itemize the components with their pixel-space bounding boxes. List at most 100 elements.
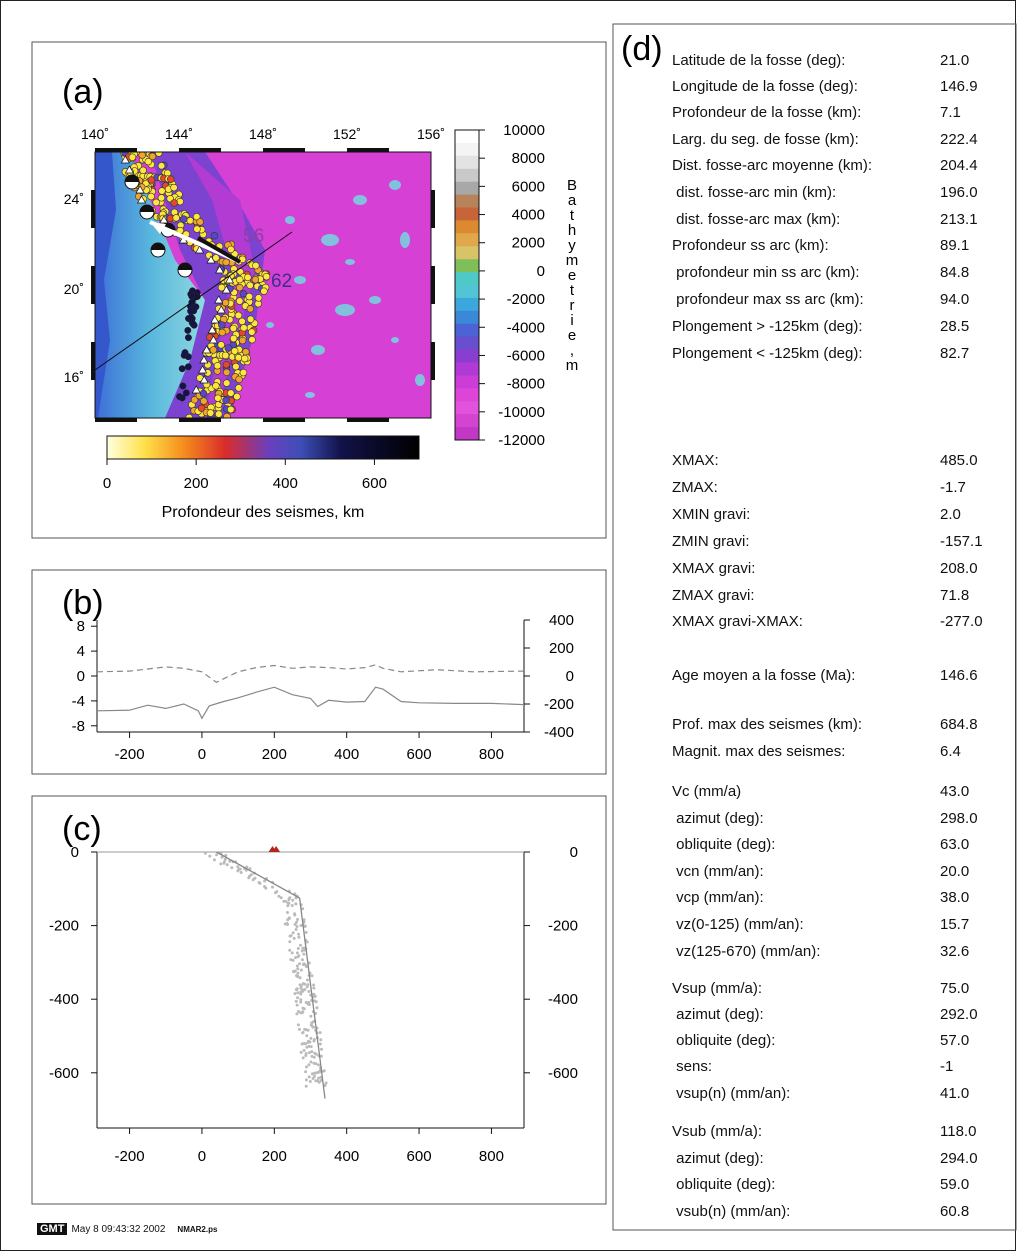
chart-c-seismic-point: [312, 986, 316, 990]
earthquake-marker: [234, 354, 243, 362]
chart-c-seismic-point: [296, 974, 300, 978]
earthquake-marker: [222, 361, 231, 369]
depth-colorbar-label: Profondeur des seismes, km: [162, 504, 365, 521]
chart-c-seismic-point: [295, 964, 299, 968]
chart-b-y-right-tick-label: -400: [544, 724, 574, 741]
earthquake-marker: [213, 362, 222, 370]
earthquake-marker: [157, 162, 166, 170]
bathy-color-step: [455, 142, 479, 157]
chart-b-y-left-tick-label: -8: [72, 718, 85, 735]
chart-c-seismic-point: [308, 1080, 312, 1083]
chart-c-seismic-point: [305, 985, 309, 989]
chart-c-seismic-point: [295, 951, 299, 955]
bathy-label-char: y: [568, 237, 576, 254]
param-value: 89.1: [940, 237, 970, 254]
earthquake-marker: [222, 396, 230, 404]
deep-earthquake-marker: [176, 393, 183, 401]
param-value: 485.0: [940, 452, 978, 469]
earthquake-marker: [262, 272, 271, 281]
param-label: vz(0-125) (mm/an):: [672, 916, 804, 933]
chart-c-seismic-point: [318, 1031, 322, 1035]
chart-b-x-tick-label: 200: [262, 746, 287, 763]
chart-c-seismic-point: [324, 1081, 328, 1085]
volcano-marker: [136, 195, 147, 204]
earthquake-marker: [144, 157, 153, 166]
bathymetry-colorbar-ticks: 10000 8000 6000 4000 2000 0 -2000 -4000 -6000 -80…: [479, 122, 545, 449]
chart-c-seismic-point: [287, 901, 291, 905]
chart-c-seismic-point: [287, 898, 291, 902]
chart-c-seismic-point: [300, 949, 304, 953]
chart-c-seismic-point: [300, 958, 304, 962]
bathy-tick-label: -6000: [507, 347, 545, 364]
bathy-color-step: [455, 233, 479, 247]
earthquake-marker: [128, 153, 137, 161]
earthquake-marker: [260, 287, 268, 295]
chart-c-seismic-point: [308, 1051, 311, 1055]
lat-tick-label: 20˚: [64, 281, 84, 297]
chart-c-seismic-point: [314, 1052, 318, 1056]
chart-c-seismic-point: [295, 1003, 299, 1007]
earthquake-marker: [229, 324, 238, 333]
bathy-color-step: [455, 285, 479, 299]
chart-c-seismic-point: [309, 1045, 313, 1049]
earthquake-marker: [199, 389, 208, 398]
chart-c-seismic-point: [301, 982, 305, 986]
chart-c-seismic-point: [294, 999, 298, 1003]
panel-a-label: (a): [62, 73, 104, 111]
chart-c-x-tick-label: 200: [262, 1148, 287, 1165]
chart-c-seismic-point: [299, 1050, 303, 1054]
param-label: obliquite (deg):: [672, 1032, 776, 1049]
param-value: 75.0: [940, 980, 970, 997]
lat-tick-label: 16˚: [64, 369, 84, 385]
earthquake-marker: [229, 334, 238, 343]
earthquake-marker: [172, 214, 180, 222]
volcano-marker: [135, 185, 145, 194]
chart-c-seismic-point: [313, 1074, 316, 1078]
param-label: XMAX:: [672, 452, 719, 469]
bathy-tick-label: -2000: [507, 291, 545, 308]
chart-c-seismic-point: [301, 1006, 305, 1010]
earthquake-marker: [244, 273, 252, 282]
param-label: Magnit. max des seismes:: [672, 743, 846, 760]
earthquake-marker: [221, 351, 230, 360]
param-value: -157.1: [940, 533, 983, 550]
chart-c-seismic-point: [310, 974, 314, 978]
chart-c-seismic-point: [286, 904, 290, 908]
param-label: vsub(n) (mm/an):: [672, 1203, 791, 1220]
map-frame-segment: [95, 418, 137, 422]
chart-b-x-tick-label: -200: [115, 746, 145, 763]
map-frame-segment: [263, 148, 305, 152]
bathy-tick-label: 8000: [512, 150, 545, 167]
deep-earthquake-marker: [184, 363, 192, 371]
param-label: Vsup (mm/a):: [672, 980, 763, 997]
map-frame-segment: [91, 266, 95, 304]
panel-d-label: (d): [621, 30, 663, 68]
depth-tick-label: 200: [184, 475, 209, 492]
chart-c-seismic-point: [275, 890, 279, 894]
bathy-tick-label: 0: [537, 263, 545, 280]
earthquake-marker: [239, 368, 248, 377]
chart-c-seismic-point: [301, 946, 305, 950]
footer-date: May 8 09:43:32 2002: [71, 1223, 166, 1235]
chart-b-x-tick-label: 400: [334, 746, 359, 763]
param-value: 146.6: [940, 667, 978, 684]
bathy-label-char: r: [570, 297, 575, 314]
bathymetry-map: [95, 152, 431, 418]
deep-earthquake-marker: [184, 334, 192, 342]
param-value: 6.4: [940, 743, 961, 760]
param-label: azimut (deg):: [672, 1150, 764, 1167]
chart-b-gravity-topo-profile: -200 0 200 400 600 800 8 4 0 -4 -8 400 200 0 -200 -400: [72, 612, 574, 763]
earthquake-marker: [190, 396, 199, 404]
param-value: 2.0: [940, 506, 961, 523]
chart-c-seismic-point: [312, 1055, 316, 1059]
chart-b-x-tick-label: 0: [198, 746, 206, 763]
chart-c-seismic-point: [307, 1075, 311, 1079]
focal-mechanism-shade: [125, 175, 139, 182]
volcano-marker: [199, 375, 209, 384]
chart-c-seismic-point: [302, 918, 306, 922]
chart-c-y-left-tick-label: -200: [49, 918, 79, 935]
volcano-marker: [210, 315, 220, 324]
param-value: 38.0: [940, 889, 970, 906]
chart-c-seismic-point: [295, 987, 299, 991]
